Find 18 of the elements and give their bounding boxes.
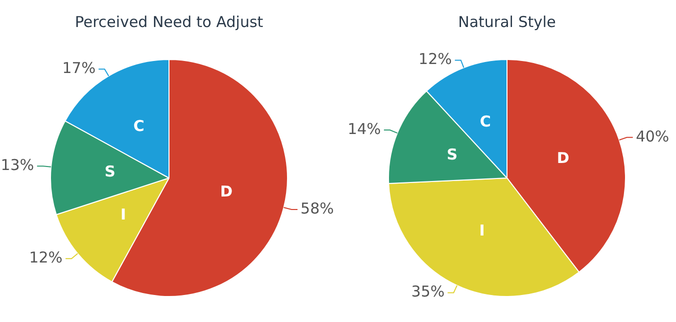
data-label: 12% bbox=[418, 50, 452, 68]
slice-label: D bbox=[220, 182, 233, 201]
data-label: 17% bbox=[62, 59, 96, 78]
data-label: 40% bbox=[636, 127, 670, 146]
data-label: 13% bbox=[0, 156, 34, 174]
slice-label: C bbox=[133, 116, 144, 135]
data-label: 12% bbox=[29, 248, 63, 267]
chart-title: Perceived Need to Adjust bbox=[74, 12, 264, 31]
chart-title: Natural Style bbox=[458, 12, 556, 31]
slice-label: D bbox=[556, 148, 570, 167]
slice-label: C bbox=[480, 112, 491, 131]
slice-label: I bbox=[120, 206, 126, 224]
data-label: 58% bbox=[300, 199, 334, 218]
data-label: 35% bbox=[411, 282, 445, 301]
slice-label: S bbox=[446, 145, 458, 164]
slice-label: S bbox=[104, 162, 116, 180]
data-label: 14% bbox=[348, 120, 381, 138]
slice-label: I bbox=[479, 222, 485, 240]
